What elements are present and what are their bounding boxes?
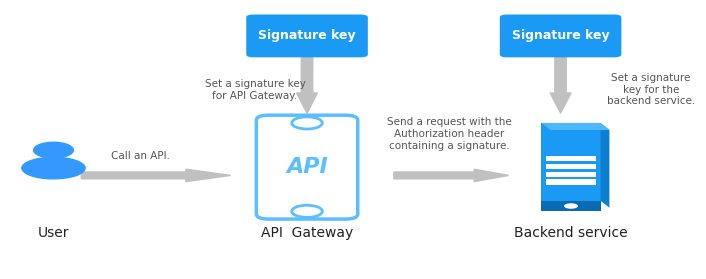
FancyArrow shape: [81, 169, 231, 182]
Circle shape: [292, 205, 323, 217]
FancyBboxPatch shape: [256, 115, 358, 219]
Circle shape: [34, 142, 73, 158]
Ellipse shape: [22, 157, 85, 179]
Bar: [542, 201, 601, 211]
Text: API: API: [286, 157, 328, 177]
Circle shape: [564, 203, 578, 209]
Circle shape: [292, 117, 323, 129]
Text: API  Gateway: API Gateway: [261, 227, 353, 240]
Text: Send a request with the
Authorization header
containing a signature.: Send a request with the Authorization he…: [387, 117, 512, 151]
Text: Set a signature key
for API Gateway.: Set a signature key for API Gateway.: [205, 79, 306, 101]
FancyBboxPatch shape: [246, 15, 368, 57]
FancyBboxPatch shape: [542, 123, 601, 211]
Text: Set a signature
key for the
backend service.: Set a signature key for the backend serv…: [606, 73, 695, 106]
Text: Call an API.: Call an API.: [111, 151, 170, 161]
Polygon shape: [542, 123, 609, 130]
Text: Signature key: Signature key: [258, 29, 356, 42]
Bar: [546, 156, 596, 161]
Text: Signature key: Signature key: [512, 29, 609, 42]
FancyBboxPatch shape: [500, 15, 621, 57]
Bar: [546, 163, 596, 169]
Bar: [546, 179, 596, 185]
Bar: [546, 172, 596, 177]
Text: Backend service: Backend service: [514, 227, 628, 240]
FancyArrow shape: [394, 169, 508, 182]
Polygon shape: [601, 123, 609, 208]
FancyArrow shape: [550, 55, 571, 113]
FancyArrow shape: [297, 55, 318, 113]
Text: User: User: [37, 227, 69, 240]
